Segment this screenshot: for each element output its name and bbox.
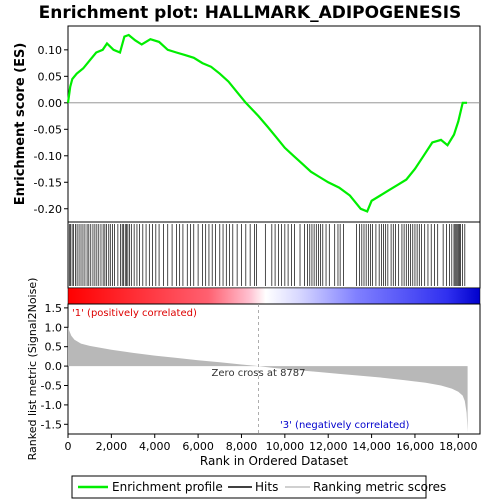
x-tick-label: 10,000	[266, 440, 305, 453]
es-ytick-label: -0.20	[34, 203, 62, 216]
rank-gradient-bar	[67, 287, 481, 305]
es-ytick-label: -0.15	[34, 176, 62, 189]
legend-enrichment-profile: Enrichment profile	[112, 480, 223, 494]
legend-ranking-metric-scores: Ranking metric scores	[313, 480, 446, 494]
es-ytick-label: 0.00	[38, 97, 63, 110]
hits-panel	[67, 221, 481, 289]
x-tick-label: 12,000	[309, 440, 348, 453]
x-tick-label: 6,000	[182, 440, 214, 453]
es-ytick-label: 0.05	[38, 70, 63, 83]
es-ytick-label: 0.10	[38, 44, 63, 57]
x-tick-label: 18,000	[439, 440, 478, 453]
rank-ytick-label: 0.5	[45, 341, 63, 354]
rank-ytick-label: 0.0	[45, 360, 63, 373]
rank-y-axis: -1.5 -1.0 -0.5 0.0 0.5 1.0 1.5	[41, 302, 68, 431]
rank-ytick-label: -1.5	[41, 418, 62, 431]
enrichment-profile-line	[66, 33, 467, 213]
rank-ytick-label: -0.5	[41, 379, 62, 392]
rank-ytick-label: 1.5	[45, 302, 63, 315]
es-ylabel: Enrichment score (ES)	[13, 43, 28, 206]
hits-marks	[68, 224, 466, 286]
es-ytick-label: -0.05	[34, 123, 62, 136]
rank-ytick-label: 1.0	[45, 321, 63, 334]
es-y-axis: -0.20 -0.15 -0.10 -0.05 0.00 0.05 0.10	[34, 44, 68, 216]
x-tick-label: 8,000	[226, 440, 258, 453]
x-tick-label: 0	[65, 440, 72, 453]
es-panel-frame	[67, 25, 481, 223]
chart-title: Enrichment plot: HALLMARK_ADIPOGENESIS	[39, 3, 462, 23]
legend: Enrichment profile Hits Ranking metric s…	[71, 475, 446, 499]
x-axis: 0 2,000 4,000 6,000 8,000 10,000 12,000 14,000 1…	[65, 434, 478, 453]
x-axis-label: Rank in Ordered Dataset	[200, 454, 348, 468]
rank-panel: -1.5 -1.0 -0.5 0.0 0.5 1.0 1.5 Zero cross at 8…	[26, 278, 481, 461]
rank-ylabel: Ranked list metric (Signal2Noise)	[26, 278, 39, 461]
zero-cross-label: Zero cross at 8787	[212, 368, 306, 379]
x-tick-label: 16,000	[396, 440, 435, 453]
es-panel: -0.20 -0.15 -0.10 -0.05 0.00 0.05 0.10 Enrichm…	[13, 25, 481, 223]
positive-label: '1' (positively correlated)	[72, 308, 197, 319]
negative-label: '3' (negatively correlated)	[280, 420, 409, 431]
x-tick-label: 14,000	[352, 440, 391, 453]
x-tick-label: 4,000	[139, 440, 171, 453]
legend-hits: Hits	[255, 480, 278, 494]
rank-ytick-label: -1.0	[41, 399, 62, 412]
es-ytick-label: -0.10	[34, 150, 62, 163]
x-tick-label: 2,000	[96, 440, 128, 453]
